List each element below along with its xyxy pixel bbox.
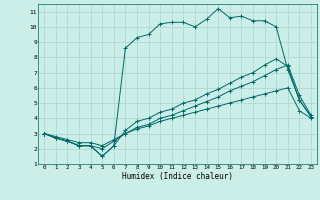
X-axis label: Humidex (Indice chaleur): Humidex (Indice chaleur) xyxy=(122,172,233,181)
